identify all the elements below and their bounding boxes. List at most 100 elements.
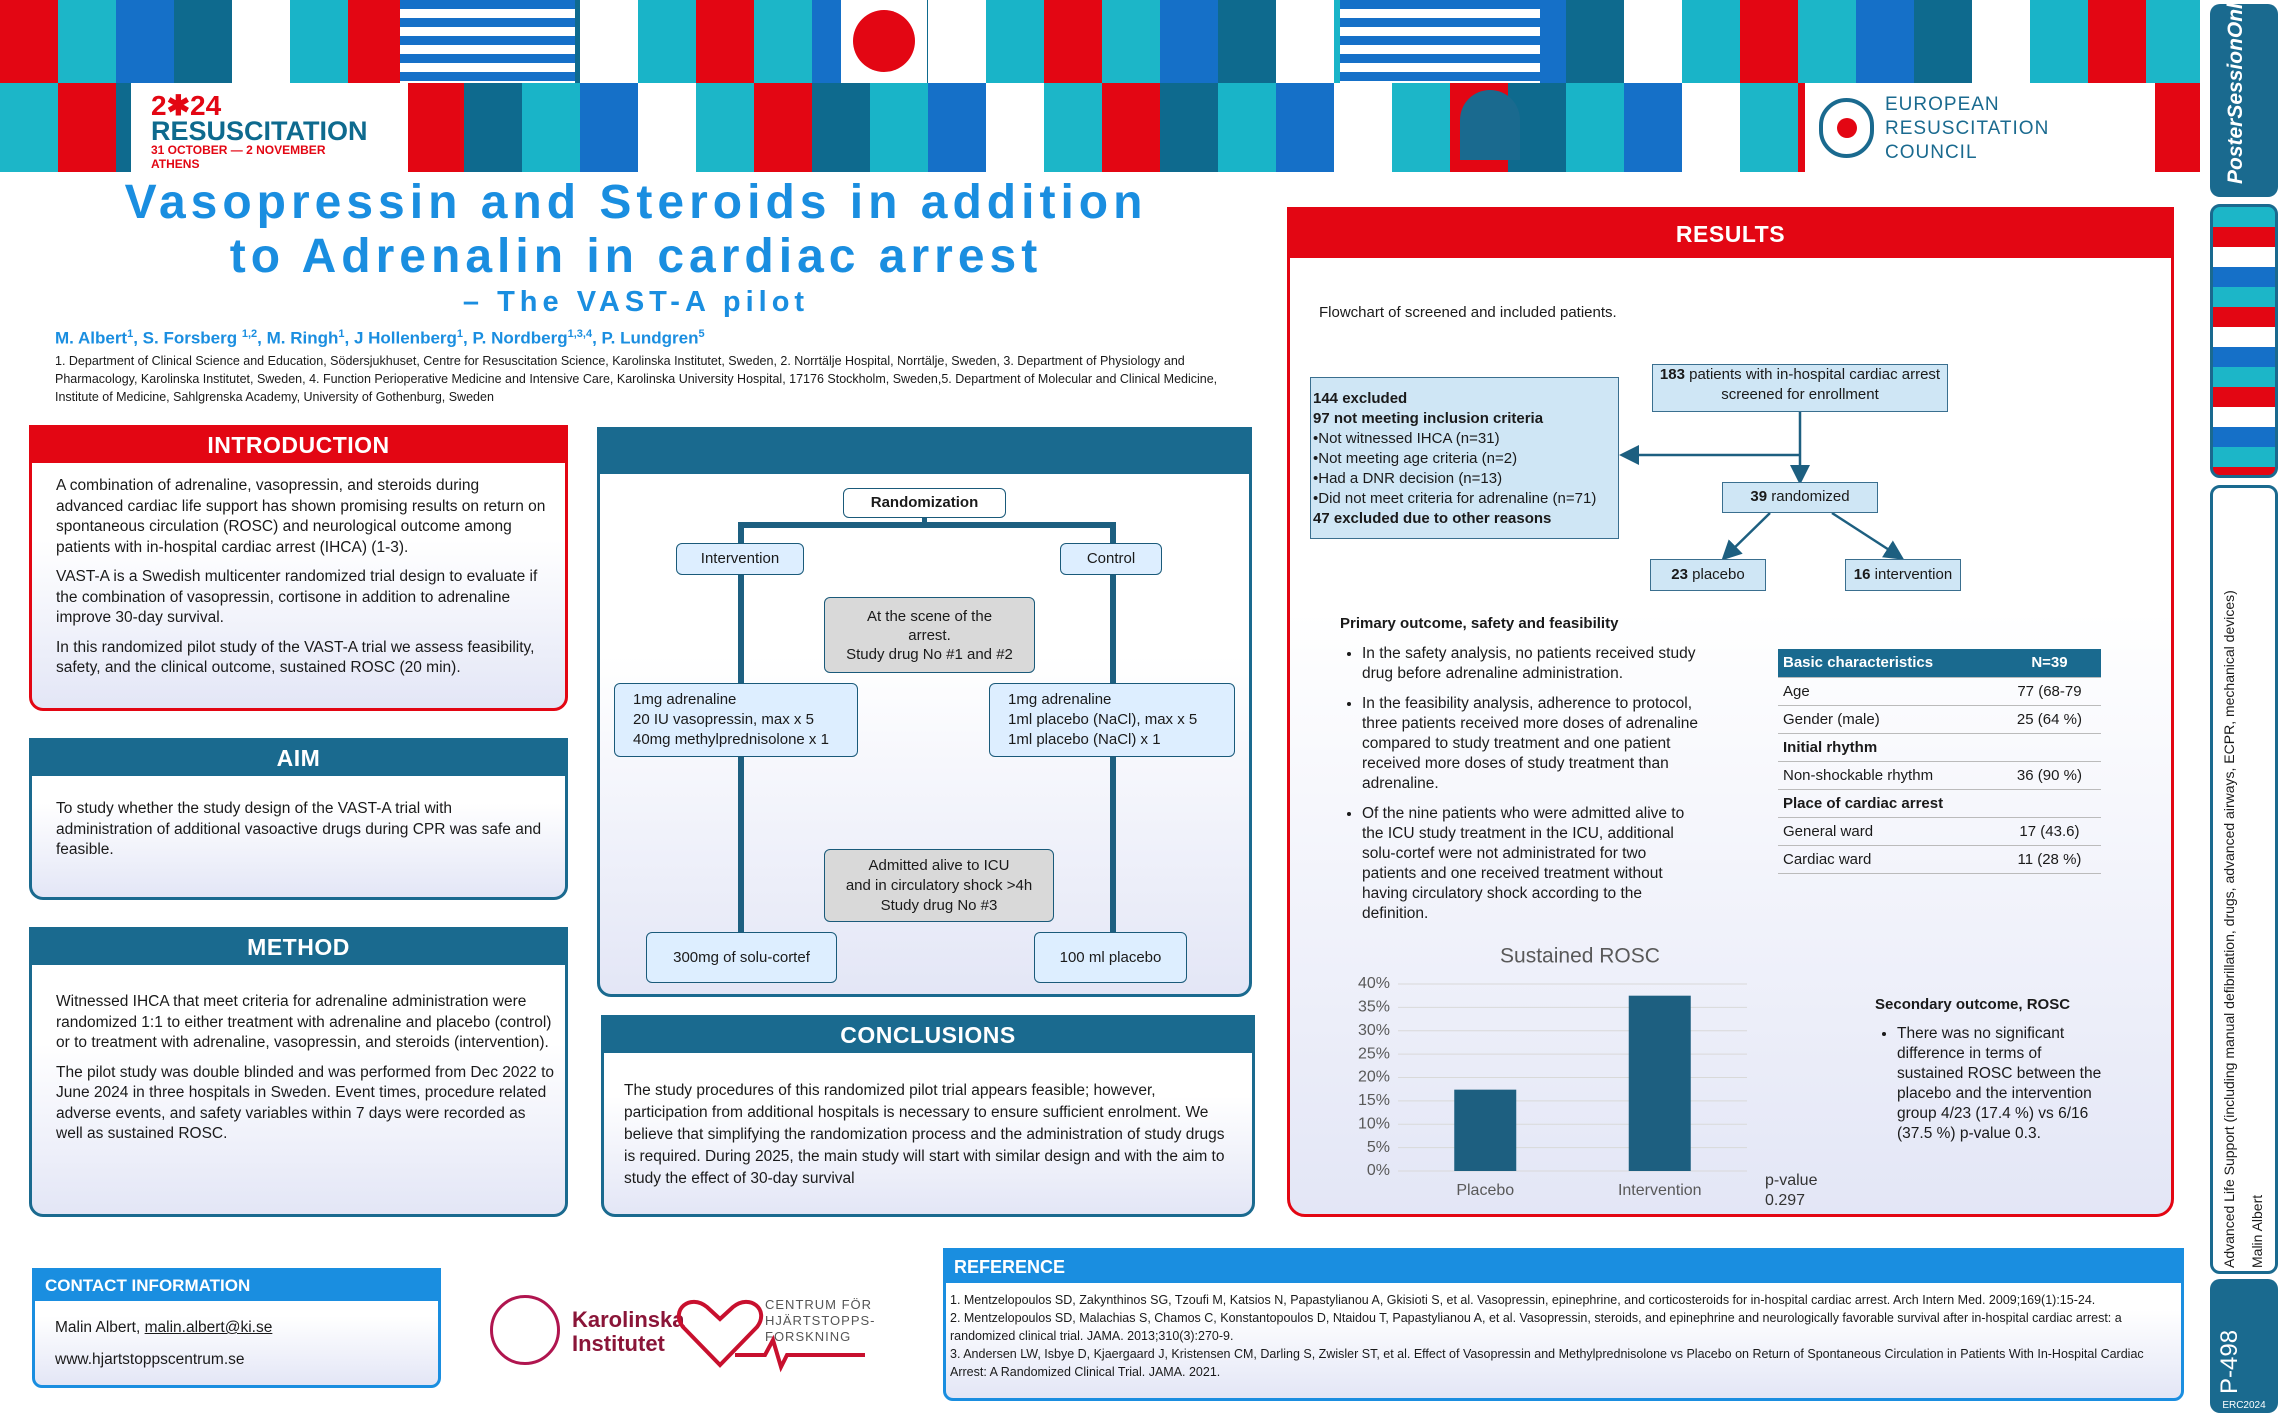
node-line: and in circulatory shock >4h — [845, 876, 1033, 894]
excluded-line: •Did not meet criteria for adrenaline (n… — [1313, 490, 1597, 507]
email-link[interactable]: malin.albert@ki.se — [144, 1319, 273, 1336]
table-row: Initial rhythm — [1778, 733, 2101, 762]
node-line: 1mg adrenaline — [633, 691, 737, 708]
aim-box: AIM To study whether the study design of… — [29, 738, 568, 900]
bullet: In the feasibility analysis, adherence t… — [1362, 694, 1700, 794]
node-line: 1mg adrenaline — [1008, 691, 1112, 708]
y-tick-label: 5% — [1367, 1139, 1390, 1156]
poster-id: P-498 — [2216, 1329, 2243, 1394]
brand-text: PosterSessionOnline — [2224, 0, 2247, 184]
logo-city: ATHENS — [151, 157, 200, 171]
reference-item: 1. Mentzelopoulos SD, Zakynthinos SG, Tz… — [950, 1293, 2096, 1307]
author-name: , P. Lundgren — [592, 328, 699, 348]
sidebar-topic: Advanced Life Support (including manual … — [2210, 485, 2278, 1274]
node-line: Study drug No #1 and #2 — [846, 645, 1013, 663]
count: 39 — [1750, 488, 1768, 505]
logo-year: 2✱24 — [151, 90, 222, 121]
contact-box: CONTACT INFORMATION Malin Albert, malin.… — [32, 1268, 441, 1388]
excluded-line: •Not witnessed IHCA (n=31) — [1313, 430, 1500, 447]
table-header: Basic characteristics N=39 — [1778, 649, 2101, 678]
y-tick-label: 15% — [1358, 1092, 1390, 1109]
header-cell: N=39 — [1997, 649, 2101, 678]
secondary-heading: Secondary outcome, ROSC — [1875, 996, 2071, 1013]
contact-line: Malin Albert, malin.albert@ki.se — [55, 1319, 272, 1337]
list: Admitted alive to ICU and in circulatory … — [824, 849, 1054, 922]
randomized-box: 39 randomized — [1722, 482, 1878, 513]
table-cell: 17 (43.6) — [1997, 817, 2101, 846]
excluded-line: 97 not meeting inclusion criteria — [1313, 410, 1544, 427]
y-tick-label: 25% — [1358, 1045, 1390, 1062]
list: Witnessed IHCA that meet criteria for ad… — [56, 992, 556, 1154]
table-cell: Cardiac ward — [1778, 845, 1998, 874]
list: The study procedures of this randomized … — [624, 1080, 1239, 1199]
x-tick-label: Placebo — [1456, 1182, 1514, 1199]
bullet: In the safety analysis, no patients rece… — [1362, 644, 1700, 684]
subtitle: – The VAST-A pilot — [462, 286, 810, 318]
table-cell: Non-shockable rhythm — [1778, 761, 1998, 790]
sidebar-thumbnail — [2210, 204, 2278, 478]
ki-logo-text: Institutet — [572, 1331, 665, 1356]
count: 183 — [1659, 366, 1685, 383]
paragraph: VAST-A is a Swedish multicenter randomiz… — [56, 568, 538, 626]
sidebar-brand: PosterSessionOnline — [2210, 0, 2278, 197]
node-line: 20 IU vasopressin, max x 5 — [633, 711, 814, 728]
list: There was no significant difference in t… — [1875, 1024, 2105, 1154]
paragraph: The pilot study was double blinded and w… — [56, 1063, 555, 1143]
heart-tile — [1460, 90, 1520, 160]
congress-logo: 2✱24 RESUSCITATION 31 OCTOBER — 2 NOVEMB… — [131, 83, 408, 172]
table-row: Gender (male) 25 (64 %) — [1778, 705, 2101, 734]
list: CENTRUM FÖR HJÄRTSTOPPS- FORSKNING — [765, 1297, 875, 1345]
lungs-icon — [1819, 98, 1874, 158]
reference-box: REFERENCE 1. Mentzelopoulos SD, Zakynthi… — [943, 1248, 2184, 1401]
event-id: ERC2024 — [2222, 1400, 2266, 1411]
y-tick-label: 30% — [1358, 1022, 1390, 1039]
ki-logo-text: Karolinska — [572, 1307, 685, 1332]
subheader-cell: Initial rhythm — [1778, 733, 2101, 762]
paragraph: Witnessed IHCA that meet criteria for ad… — [56, 993, 552, 1051]
contact-heading: CONTACT INFORMATION — [35, 1271, 438, 1301]
flag-stripes — [1340, 0, 1540, 83]
label: placebo — [1692, 566, 1745, 583]
section-heading: AIM — [32, 741, 565, 776]
excluded-box: 144 excluded 97 not meeting inclusion cr… — [1310, 377, 1619, 539]
author-affiliation: 1 — [456, 328, 464, 340]
paragraph: A combination of adrenaline, vasopressin… — [56, 477, 546, 556]
flowchart-caption: Flowchart of screened and included patie… — [1319, 304, 1617, 321]
author-name: , J Hollenberg — [344, 328, 457, 348]
list: Karolinska Institutet — [572, 1308, 685, 1356]
header-tiles — [0, 0, 2200, 83]
node-line: At the scene of the — [866, 607, 993, 625]
node-line: arrest. — [908, 626, 951, 644]
bar — [1628, 995, 1691, 1171]
bullet: There was no significant difference in t… — [1897, 1024, 2105, 1144]
table-cell: 36 (90 %) — [1997, 761, 2101, 790]
intervention-box: 16 intervention — [1845, 559, 1961, 591]
section-heading-band — [600, 430, 1249, 474]
list: A combination of adrenaline, vasopressin… — [56, 476, 546, 688]
subheader-cell: Place of cardiac arrest — [1778, 789, 2101, 818]
chart: Sustained ROSC p-value 0.297 0% 5% 10% 15% 2… — [1358, 945, 1818, 1210]
paragraph: To study whether the study design of the… — [56, 800, 542, 858]
bullet: Of the nine patients who were admitted a… — [1362, 804, 1700, 924]
list: 1mg adrenaline 20 IU vasopressin, max x 5… — [614, 683, 858, 757]
centrum-logo-text: FORSKNING — [765, 1329, 852, 1344]
erc-line: EUROPEAN — [1885, 94, 2000, 115]
header-cell: Basic characteristics — [1778, 649, 1998, 678]
annotation: 0.297 — [1765, 1192, 1805, 1209]
node-line: 40mg methylprednisolone x 1 — [633, 731, 829, 748]
table-cell: 11 (28 %) — [1997, 845, 2101, 874]
label: intervention — [1874, 566, 1953, 583]
y-tick-label: 20% — [1358, 1069, 1390, 1086]
author-name: M. Albert — [55, 328, 128, 348]
list: Vasopressin and Steroids in addition to A… — [0, 176, 1272, 284]
author-affiliation: 1 — [338, 328, 345, 340]
author-name: , P. Nordberg — [463, 328, 568, 348]
sidebar-id: P-498 ERC2024 — [2210, 1279, 2278, 1413]
table-row: Cardiac ward 11 (28 %) — [1778, 845, 2101, 874]
placebo-box: 23 placebo — [1650, 559, 1766, 591]
author-name: , S. Forsberg — [133, 328, 242, 348]
reference-item: 3. Andersen LW, Isbye D, Kjaergaard J, K… — [950, 1347, 2144, 1379]
list: At the scene of the arrest. Study drug No … — [824, 597, 1035, 673]
